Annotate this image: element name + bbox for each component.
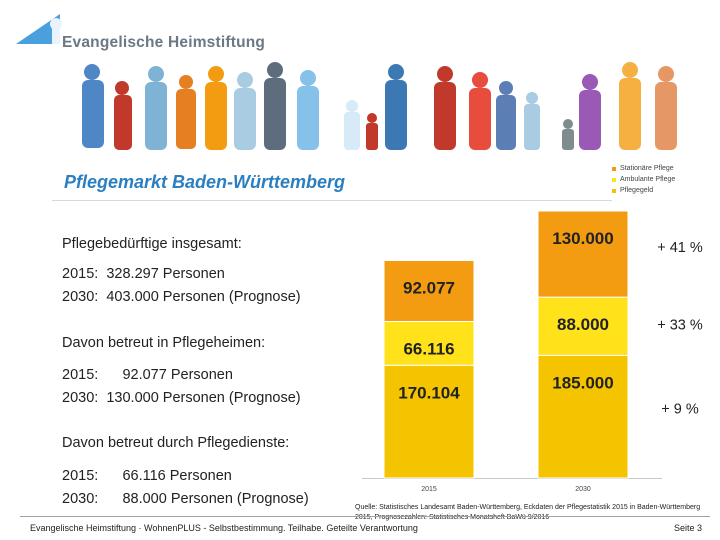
category-label: 2015 xyxy=(421,486,437,493)
services-2030: 2030: 88.000 Personen (Prognose) xyxy=(62,491,309,507)
services-2015: 2015: 66.116 Personen xyxy=(62,468,232,484)
data-label: 185.000 xyxy=(552,373,613,392)
legend-item: Stationäre Pflege xyxy=(612,163,675,174)
bar-segment xyxy=(383,364,475,479)
bar-segment xyxy=(537,210,629,298)
legend-label: Ambulante Pflege xyxy=(620,176,676,183)
bar-segment xyxy=(383,259,475,322)
page-title: Pflegemarkt Baden-Württemberg xyxy=(64,172,346,192)
growth-annotation: + 33 % xyxy=(657,317,703,333)
data-label: 66.116 xyxy=(403,339,454,358)
homes-2015: 2015: 92.077 Personen xyxy=(62,367,233,383)
total-heading: Pflegebedürftige insgesamt: xyxy=(62,236,242,252)
logo-icon xyxy=(16,14,62,44)
source-note: Quelle: Statistisches Landesamt Baden-Wü… xyxy=(355,504,701,521)
legend-item: Pflegegeld xyxy=(612,185,675,196)
data-label: 92.077 xyxy=(403,278,455,297)
homes-heading: Davon betreut in Pflegeheimen: xyxy=(62,335,266,351)
total-2030: 2030: 403.000 Personen (Prognose) xyxy=(62,289,301,305)
brand-name: Evangelische Heimstiftung xyxy=(62,34,266,51)
footer-text: Evangelische Heimstiftung · WohnenPLUS -… xyxy=(30,523,418,533)
data-label: 130.000 xyxy=(552,229,613,248)
total-2015: 2015: 328.297 Personen xyxy=(62,266,225,282)
data-label: 88.000 xyxy=(557,315,609,334)
people-banner-icon xyxy=(82,62,677,150)
homes-2030: 2030: 130.000 Personen (Prognose) xyxy=(62,390,301,406)
chart-legend: Stationäre Pflege Ambulante Pflege Pflegeg… xyxy=(612,163,675,196)
legend-swatch xyxy=(612,188,616,193)
data-label: 170.104 xyxy=(398,383,460,402)
page-number: Seite 3 xyxy=(673,523,702,533)
legend-swatch xyxy=(612,166,616,171)
legend-label: Pflegegeld xyxy=(620,187,654,194)
footer-divider xyxy=(20,516,710,517)
bar-segment xyxy=(383,320,475,366)
category-label: 2030 xyxy=(575,486,591,493)
title-divider xyxy=(52,200,612,201)
growth-annotation: + 41 % xyxy=(657,240,703,256)
bar-segment xyxy=(537,354,629,479)
stacked-bar-chart: 170.104 66.116 92.077 2015 185.000 88.000 130.… xyxy=(362,210,703,493)
bar-segment xyxy=(537,296,629,356)
growth-annotation: + 9 % xyxy=(661,402,699,418)
legend-swatch xyxy=(612,177,616,182)
legend-label: Stationäre Pflege xyxy=(620,165,674,172)
services-heading: Davon betreut durch Pflegedienste: xyxy=(62,435,290,451)
legend-item: Ambulante Pflege xyxy=(612,174,675,185)
